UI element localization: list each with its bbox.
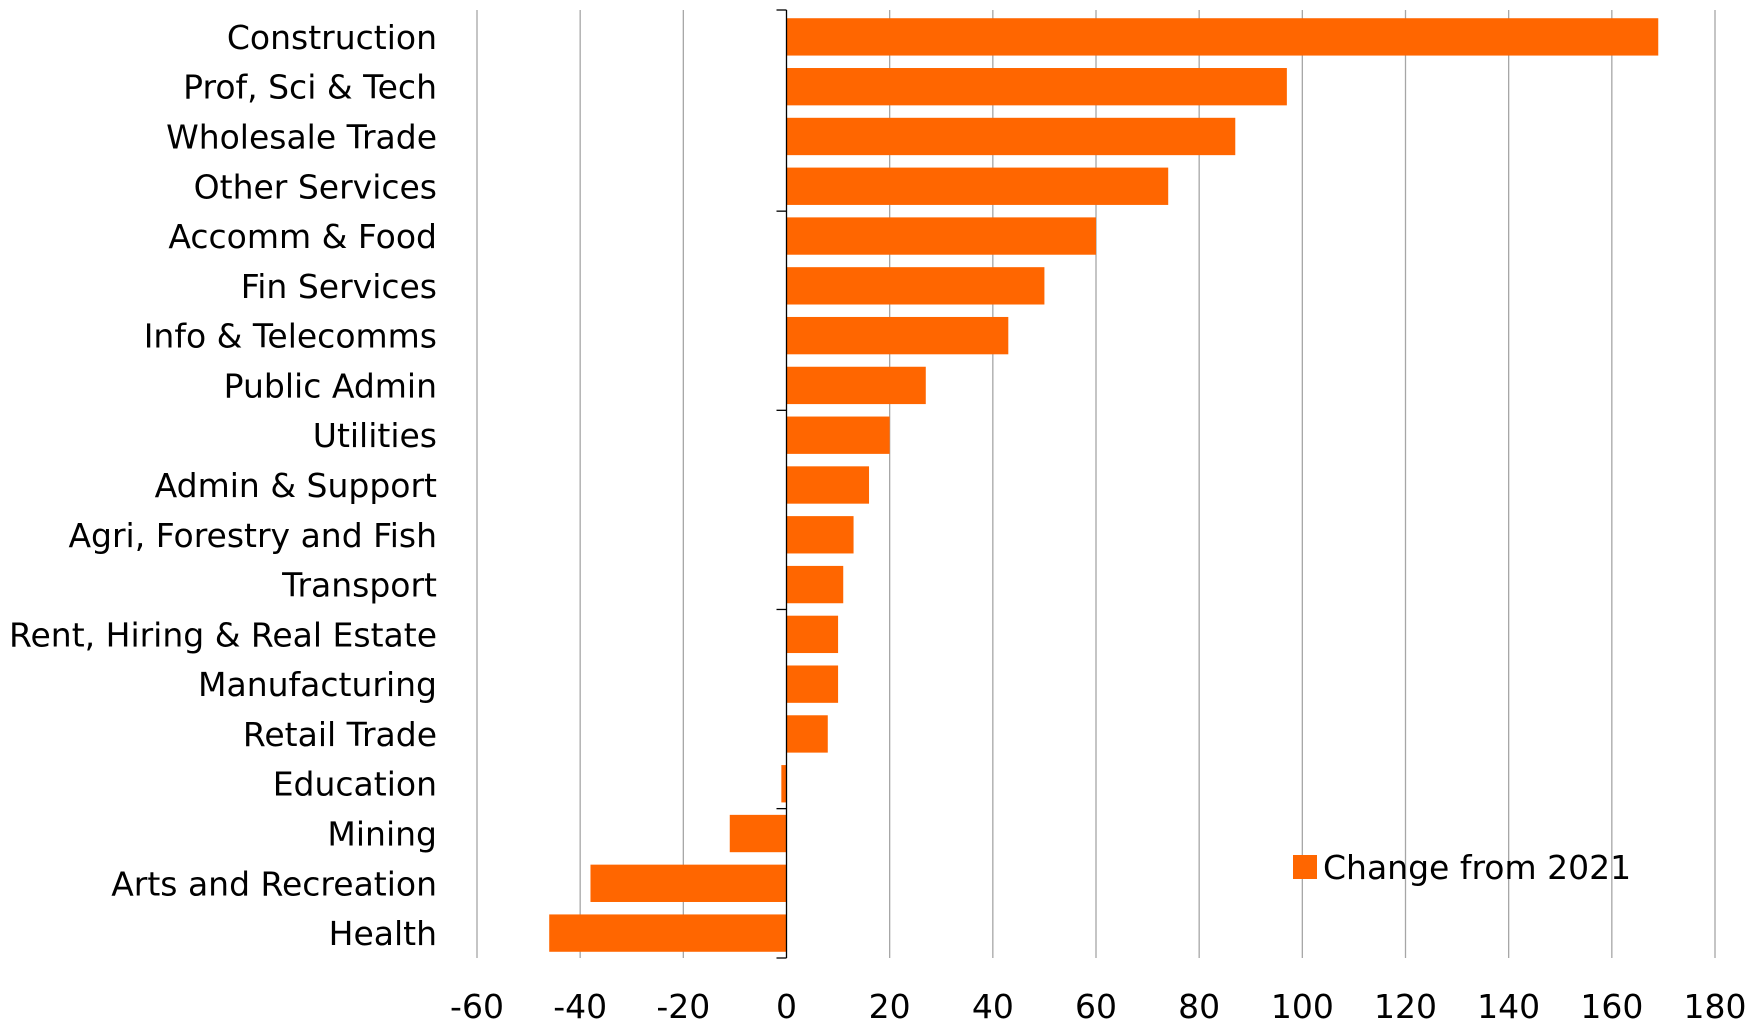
- category-label: Accomm & Food: [168, 217, 437, 256]
- category-label: Manufacturing: [198, 665, 437, 704]
- bar: [786, 68, 1287, 106]
- bar: [786, 117, 1236, 156]
- category-label: Education: [273, 765, 437, 804]
- x-tick-label: -20: [656, 987, 710, 1026]
- bar: [786, 18, 1659, 56]
- bar: [590, 864, 787, 902]
- category-axis: [776, 9, 788, 959]
- bar: [786, 167, 1169, 205]
- bar: [549, 914, 787, 952]
- bar: [786, 316, 1009, 355]
- category-label: Public Admin: [224, 366, 437, 405]
- bar: [786, 516, 854, 554]
- category-label: Fin Services: [241, 267, 437, 306]
- bar: [786, 565, 844, 604]
- category-label: Arts and Recreation: [111, 864, 437, 903]
- category-label: Admin & Support: [155, 466, 437, 505]
- category-label: Agri, Forestry and Fish: [68, 516, 437, 555]
- category-label: Info & Telecomms: [144, 317, 437, 356]
- legend-swatch: [1293, 855, 1317, 879]
- x-tick-label: 120: [1374, 987, 1437, 1026]
- bar: [786, 217, 1096, 255]
- bar: [786, 715, 828, 753]
- bar: [786, 615, 839, 654]
- x-tick-label: -40: [553, 987, 607, 1026]
- x-tick-label: -60: [450, 987, 504, 1026]
- bar: [729, 814, 787, 853]
- bar: [786, 267, 1045, 305]
- category-label: Health: [329, 914, 437, 953]
- x-tick-label: 140: [1477, 987, 1540, 1026]
- x-tick-label: 100: [1271, 987, 1334, 1026]
- category-label: Utilities: [313, 416, 437, 455]
- x-tick-label: 180: [1684, 987, 1747, 1026]
- category-label: Construction: [227, 18, 437, 57]
- bar: [786, 466, 870, 504]
- category-label: Rent, Hiring & Real Estate: [9, 615, 437, 654]
- bar: [781, 765, 787, 803]
- x-tick-label: 20: [869, 987, 911, 1026]
- x-tick-label: 40: [972, 987, 1014, 1026]
- category-label: Other Services: [194, 167, 437, 206]
- category-label: Transport: [281, 566, 437, 605]
- legend: Change from 2021: [1293, 848, 1631, 887]
- bars: [549, 18, 1659, 952]
- bar: [786, 366, 926, 405]
- category-labels: Construction Prof, Sci & Tech Wholesale Tr…: [9, 18, 437, 953]
- category-label: Retail Trade: [243, 715, 437, 754]
- category-label: Mining: [327, 815, 437, 854]
- x-tick-label: 80: [1178, 987, 1220, 1026]
- x-tick-label: 0: [776, 987, 797, 1026]
- x-tick-label: 60: [1075, 987, 1117, 1026]
- x-tick-label: 160: [1580, 987, 1643, 1026]
- x-tick-labels: -60 -40 -20 0 20 40 60 80 100 120 140 160 180: [450, 987, 1746, 1026]
- bar: [786, 665, 839, 703]
- bar: [786, 416, 890, 454]
- legend-label: Change from 2021: [1323, 848, 1631, 887]
- category-label: Prof, Sci & Tech: [183, 68, 437, 107]
- category-label: Wholesale Trade: [166, 117, 437, 156]
